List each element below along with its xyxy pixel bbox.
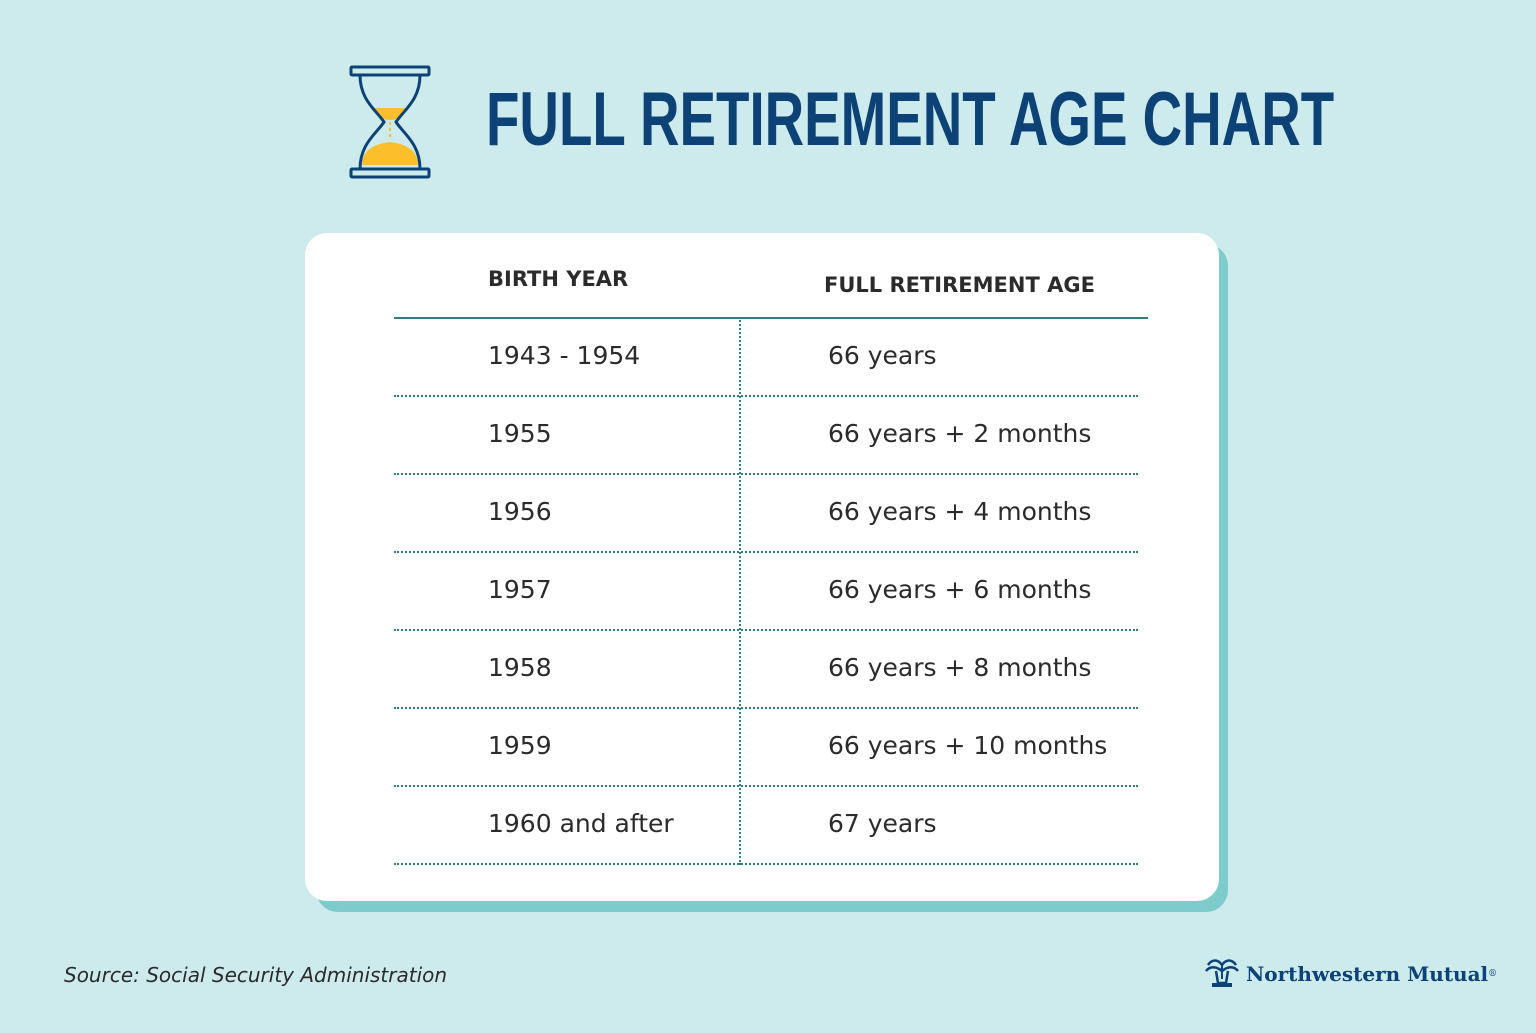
source-note: Source: Social Security Administration: [64, 963, 448, 987]
birth-year-cell: 1956: [488, 497, 552, 526]
retirement-age-table: BIRTH YEAR FULL RETIREMENT AGE 1943 - 19…: [394, 253, 1148, 867]
table-row: 1955 66 years + 2 months: [394, 397, 1138, 475]
birth-year-cell: 1955: [488, 419, 552, 448]
retirement-age-cell: 66 years + 6 months: [828, 575, 1092, 604]
brand-registered-mark: ®: [1488, 969, 1498, 979]
table-row: 1958 66 years + 8 months: [394, 631, 1138, 709]
page-title: FULL RETIREMENT AGE CHART: [486, 77, 1335, 162]
column-header-full-retirement-age: FULL RETIREMENT AGE: [824, 273, 1095, 297]
fountain-logo-icon: [1205, 959, 1239, 987]
table-row: 1956 66 years + 4 months: [394, 475, 1138, 553]
retirement-age-cell: 66 years: [828, 341, 937, 370]
retirement-age-cell: 66 years + 4 months: [828, 497, 1092, 526]
retirement-age-cell: 66 years + 2 months: [828, 419, 1092, 448]
hourglass-icon: [349, 65, 431, 179]
table-body: 1943 - 1954 66 years 1955 66 years + 2 m…: [394, 319, 1138, 865]
retirement-age-cell: 66 years + 8 months: [828, 653, 1092, 682]
birth-year-cell: 1960 and after: [488, 809, 674, 838]
birth-year-cell: 1959: [488, 731, 552, 760]
table-row: 1957 66 years + 6 months: [394, 553, 1138, 631]
birth-year-cell: 1943 - 1954: [488, 341, 641, 370]
birth-year-cell: 1957: [488, 575, 552, 604]
retirement-age-cell: 67 years: [828, 809, 937, 838]
column-divider: [739, 317, 741, 865]
table-row: 1959 66 years + 10 months: [394, 709, 1138, 787]
brand-logo: Northwestern Mutual ®: [1204, 956, 1497, 992]
column-header-birth-year: BIRTH YEAR: [488, 267, 629, 291]
table-row: 1943 - 1954 66 years: [394, 319, 1138, 397]
table-row: 1960 and after 67 years: [394, 787, 1138, 865]
brand-name: Northwestern Mutual: [1246, 962, 1489, 986]
retirement-age-cell: 66 years + 10 months: [828, 731, 1108, 760]
table-card: [305, 233, 1219, 901]
birth-year-cell: 1958: [488, 653, 552, 682]
header-divider: [394, 317, 1148, 319]
